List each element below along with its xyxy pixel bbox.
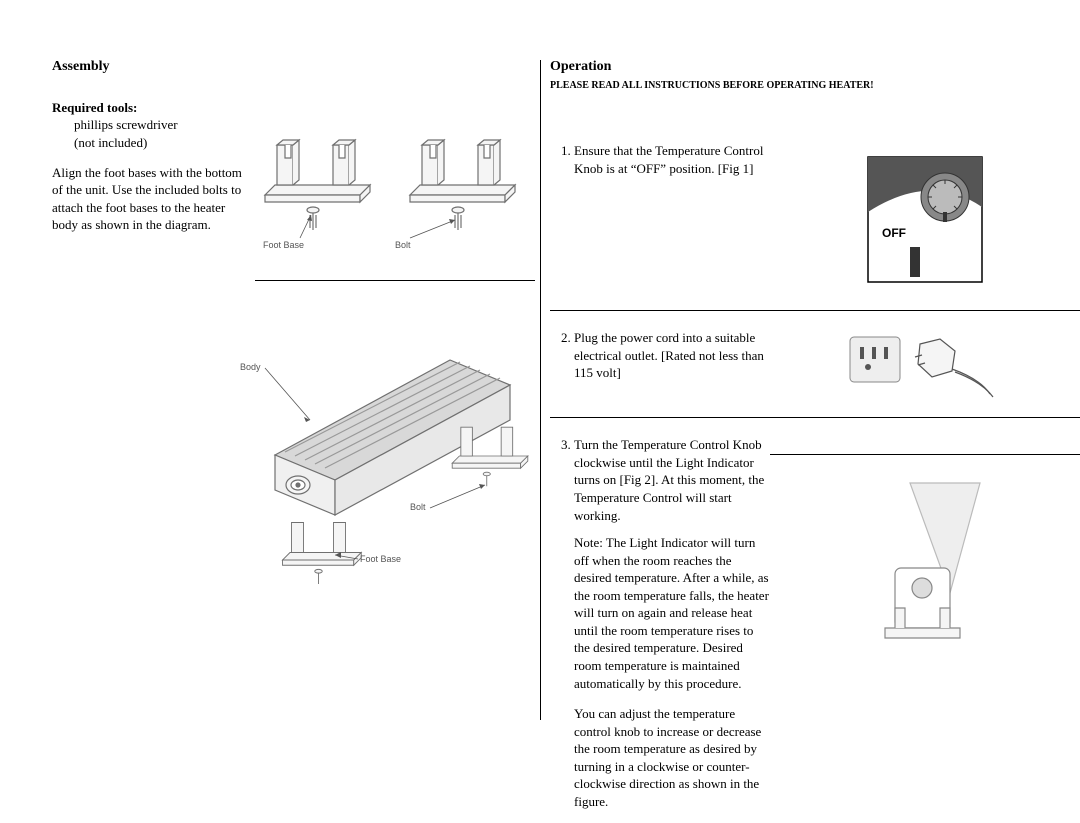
left-column: Assembly Required tools: phillips screwd… — [0, 0, 540, 749]
tool-line-2: (not included) — [74, 135, 147, 150]
operation-divider-1 — [550, 310, 1080, 311]
operation-step-2-text: Plug the power cord into a suitable elec… — [550, 329, 770, 388]
foot-base-diagram: Foot Base Bolt — [255, 100, 535, 265]
page: Assembly Required tools: phillips screwd… — [0, 0, 1080, 749]
operation-step-1-row: Ensure that the Temperature Control Knob… — [550, 142, 1080, 292]
operation-step-1: Ensure that the Temperature Control Knob… — [574, 142, 770, 177]
assembly-instructions: Align the foot bases with the bottom of … — [52, 164, 252, 234]
operation-warning: PLEASE READ ALL INSTRUCTIONS BEFORE OPER… — [550, 79, 1080, 93]
tool-line-1: phillips screwdriver — [74, 117, 178, 132]
operation-step-3: Turn the Temperature Control Knob clockw… — [574, 436, 770, 524]
knob-off-figure: OFF — [770, 142, 1080, 292]
operation-step-2-row: Plug the power cord into a suitable elec… — [550, 329, 1080, 399]
right-column: Operation PLEASE READ ALL INSTRUCTIONS B… — [540, 0, 1080, 749]
assembly-heading: Assembly — [52, 58, 540, 77]
operation-divider-2 — [550, 417, 1080, 418]
body-label: Body — [240, 362, 261, 372]
footbase-label: Foot Base — [263, 240, 304, 250]
off-label: OFF — [882, 226, 906, 240]
plug-figure — [770, 329, 1080, 399]
bolt-label: Bolt — [395, 240, 411, 250]
step-3-figure-column — [770, 436, 1080, 683]
heater-side-figure — [840, 473, 1010, 683]
operation-heading: Operation — [550, 58, 1080, 77]
left-figure-divider — [255, 280, 535, 281]
footbase-label-2: Foot Base — [360, 554, 401, 564]
operation-step-3-row: Turn the Temperature Control Knob clockw… — [550, 436, 1080, 823]
heater-assembly-diagram: Body Bolt Foot Base — [220, 310, 540, 615]
bolt-label-2: Bolt — [410, 502, 426, 512]
operation-step-3-note: Note: The Light Indicator will turn off … — [574, 534, 770, 692]
operation-step-2: Plug the power cord into a suitable elec… — [574, 329, 770, 382]
operation-step-1-text: Ensure that the Temperature Control Knob… — [550, 142, 770, 183]
operation-divider-3 — [770, 454, 1080, 455]
operation-step-3-text: Turn the Temperature Control Knob clockw… — [550, 436, 770, 823]
operation-step-3-adjust: You can adjust the temperature control k… — [574, 705, 770, 810]
